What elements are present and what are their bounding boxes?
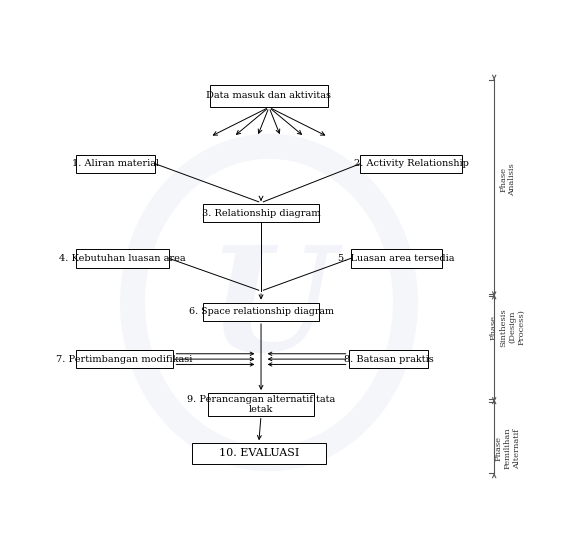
Text: Phase
Sinthesis
(Design
Process): Phase Sinthesis (Design Process) xyxy=(490,308,525,347)
FancyBboxPatch shape xyxy=(349,350,429,368)
Text: Data masuk dan aktivitas: Data masuk dan aktivitas xyxy=(207,91,332,100)
FancyBboxPatch shape xyxy=(351,249,442,268)
Text: 6. Space relationship diagram: 6. Space relationship diagram xyxy=(188,307,333,316)
FancyBboxPatch shape xyxy=(191,443,326,464)
Text: 9. Perancangan alternatif tata
letak: 9. Perancangan alternatif tata letak xyxy=(187,395,335,414)
FancyBboxPatch shape xyxy=(210,84,328,107)
Text: 10. EVALUASI: 10. EVALUASI xyxy=(218,449,299,459)
FancyBboxPatch shape xyxy=(208,393,315,415)
Text: 1. Aliran material: 1. Aliran material xyxy=(72,159,159,168)
FancyBboxPatch shape xyxy=(76,350,174,368)
FancyBboxPatch shape xyxy=(203,303,319,321)
Text: 4. Kebutuhan luasan area: 4. Kebutuhan luasan area xyxy=(59,254,185,263)
FancyBboxPatch shape xyxy=(360,154,463,173)
Text: 7. Pertimbangan modifikasi: 7. Pertimbangan modifikasi xyxy=(56,355,193,364)
Text: Phase
Analisis: Phase Analisis xyxy=(499,163,517,195)
Text: 5. Luasan area tersedia: 5. Luasan area tersedia xyxy=(338,254,454,263)
Text: Phase
Pemilihan
Alternatif: Phase Pemilihan Alternatif xyxy=(495,428,521,469)
Text: 8. Batasan praktis: 8. Batasan praktis xyxy=(343,355,433,364)
Text: 2. Activity Relationship: 2. Activity Relationship xyxy=(354,159,468,168)
Text: U: U xyxy=(208,240,335,381)
Text: 3. Relationship diagram: 3. Relationship diagram xyxy=(202,209,321,218)
FancyBboxPatch shape xyxy=(76,249,169,268)
FancyBboxPatch shape xyxy=(76,154,155,173)
FancyBboxPatch shape xyxy=(203,204,319,222)
